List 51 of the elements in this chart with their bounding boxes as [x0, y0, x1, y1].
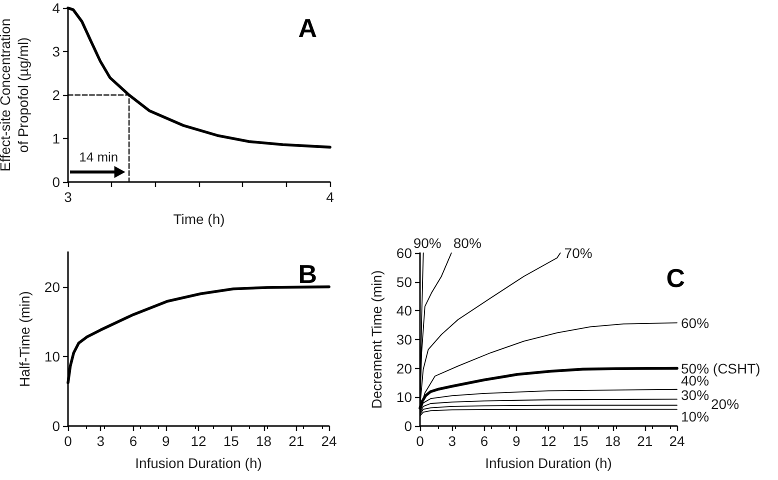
y-axis-title: Effect-site Concentration of Propofol (µg/ml) — [0, 18, 31, 172]
x-tick-label: 15 — [223, 433, 240, 449]
x-tick-label: 12 — [190, 433, 206, 449]
chart-title: A — [298, 13, 318, 43]
x-tick-label: 21 — [288, 433, 304, 449]
x-tick-label: 18 — [256, 433, 272, 449]
annotation: 14 min — [79, 150, 118, 164]
series-label: 90% — [413, 235, 442, 251]
y-tick-label: 50 — [396, 274, 412, 290]
chart-title: C — [666, 263, 686, 293]
y-tick-label: 40 — [396, 302, 412, 319]
x-axis-title: Time (h) — [173, 211, 225, 227]
y-tick-label: 2 — [52, 87, 60, 103]
x-tick-label: 0 — [64, 433, 72, 449]
y-tick-label: 20 — [44, 278, 60, 295]
y-tick-label: 10 — [396, 389, 412, 406]
y-tick-label: 3 — [52, 44, 60, 60]
y-tick-label: 0 — [52, 418, 60, 434]
y-tick-label: 0 — [404, 418, 412, 434]
x-tick-label: 24 — [321, 433, 337, 449]
x-tick-label: 3 — [448, 433, 456, 449]
text: 20% — [711, 396, 740, 412]
x-tick-label: 6 — [129, 433, 138, 449]
y-tick-label: 1 — [52, 130, 60, 146]
x-tick-label: 9 — [162, 433, 170, 449]
y-tick-label: 30 — [396, 332, 412, 348]
y-tick-label: 60 — [396, 245, 412, 261]
x-tick-label: 3 — [96, 433, 105, 449]
y-tick-label: 20 — [396, 360, 412, 376]
y-axis-title: Decrement Time (min) — [368, 270, 385, 409]
y-tick-label: 0 — [52, 174, 60, 190]
series-label: 30% — [681, 387, 710, 404]
x-tick-label: 6 — [480, 433, 488, 449]
x-axis-title: Infusion Duration (h) — [135, 455, 262, 471]
y-axis-title: Half-Time (min) — [16, 291, 33, 387]
x-tick-label: 0 — [416, 433, 424, 449]
series-label: 80% — [453, 235, 482, 251]
x-tick-label: 18 — [604, 433, 621, 449]
series-label: 60% — [681, 314, 710, 331]
series-label: 10% — [681, 408, 710, 424]
x-tick-label: 21 — [637, 433, 653, 449]
x-axis-title: Infusion Duration (h) — [485, 455, 612, 471]
x-tick-label: 9 — [512, 433, 520, 449]
y-tick-label: 4 — [52, 0, 60, 16]
chart-title: B — [298, 259, 318, 289]
series-label: 50% (CSHT) — [681, 360, 760, 376]
x-tick-label: 12 — [540, 433, 556, 449]
y-tick-label: 10 — [44, 348, 60, 364]
x-tick-label: 15 — [572, 433, 589, 449]
series-label: 70% — [564, 245, 592, 261]
x-tick-label: 24 — [669, 433, 685, 449]
